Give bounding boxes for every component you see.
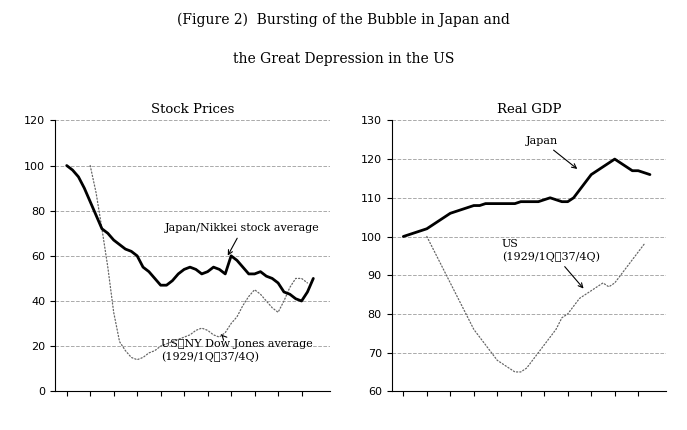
Text: (Figure 2)  Bursting of the Bubble in Japan and: (Figure 2) Bursting of the Bubble in Jap…: [177, 13, 510, 27]
Text: Japan/Nikkei stock average: Japan/Nikkei stock average: [166, 223, 320, 255]
Text: US・NY Dow Jones average
(1929/1Q～37/4Q): US・NY Dow Jones average (1929/1Q～37/4Q): [161, 335, 313, 362]
Text: Japan: Japan: [526, 135, 576, 168]
Text: US
(1929/1Q～37/4Q): US (1929/1Q～37/4Q): [502, 240, 600, 288]
Text: the Great Depression in the US: the Great Depression in the US: [233, 52, 454, 66]
Title: Real GDP: Real GDP: [497, 104, 561, 117]
Title: Stock Prices: Stock Prices: [150, 104, 234, 117]
